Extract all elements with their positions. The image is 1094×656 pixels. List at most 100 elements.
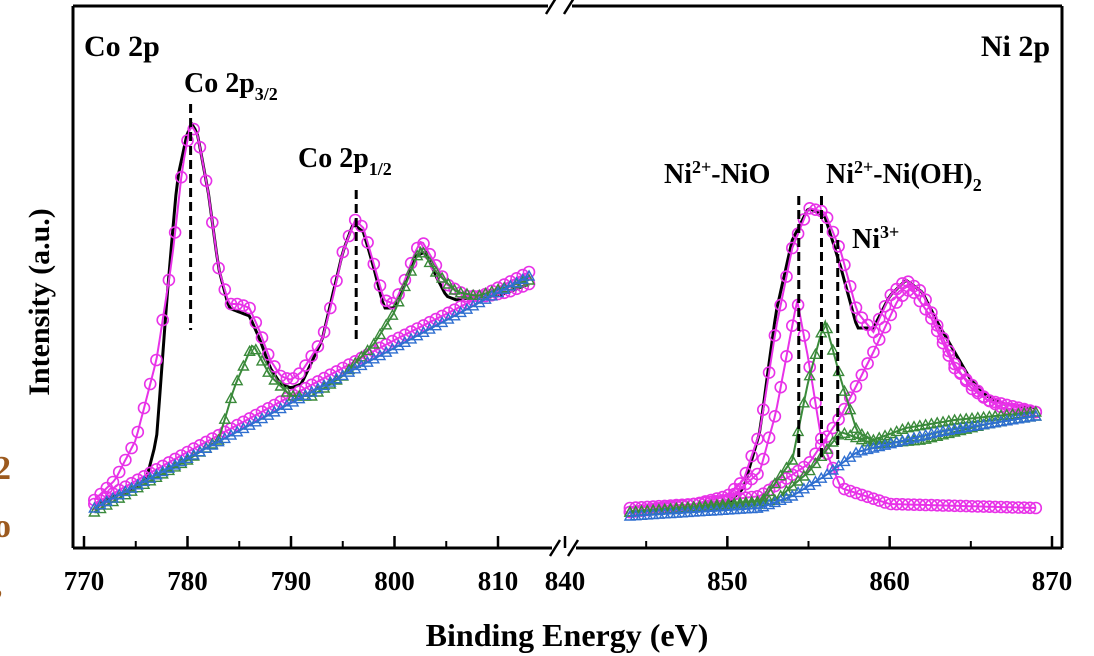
- data-point: [867, 492, 880, 506]
- annotation-layer: Co 2p3/2 Co 2p1/2 Ni2+-NiO Ni2+-Ni(OH)2 Ni3+: [184, 68, 982, 460]
- data-point: [861, 357, 874, 370]
- data-point: [460, 287, 474, 299]
- data-point: [280, 385, 294, 397]
- data-point: [168, 226, 182, 239]
- data-point: [849, 301, 863, 315]
- data-point: [448, 283, 461, 295]
- data-point: [762, 431, 776, 445]
- data-point: [249, 343, 262, 355]
- x-tick-label: 800: [374, 566, 415, 596]
- axis-break-bottom: [548, 539, 580, 557]
- data-point: [299, 359, 312, 372]
- data-point: [522, 265, 536, 279]
- data-point: [994, 397, 1008, 410]
- data-point: [780, 270, 793, 283]
- panel-title-ni: Ni 2p: [981, 30, 1050, 63]
- data-point: [855, 427, 869, 439]
- x-tick-label: 810: [478, 566, 519, 596]
- peak-label: Co 2p1/2: [298, 143, 392, 179]
- data-point: [844, 428, 857, 441]
- data-point: [832, 364, 845, 377]
- data-point: [797, 469, 811, 481]
- x-tick-labels: 770 780 790 800 810 840 850 860 870: [64, 566, 1073, 596]
- data-point: [162, 273, 176, 287]
- data-point: [206, 216, 219, 229]
- data-point: [855, 488, 869, 502]
- data-point: [212, 261, 225, 275]
- data-point: [803, 478, 816, 490]
- data-point: [361, 343, 374, 356]
- data-point: [878, 299, 892, 313]
- data-point: [423, 255, 436, 268]
- data-point: [797, 213, 811, 226]
- data-point: [826, 225, 840, 239]
- data-point: [274, 379, 287, 391]
- series-line: [93, 271, 530, 505]
- peak-label: Ni2+-NiO: [664, 157, 770, 190]
- data-point: [1029, 501, 1043, 515]
- data-point: [156, 313, 169, 327]
- data-point: [785, 241, 799, 255]
- data-point: [255, 354, 269, 366]
- data-point: [323, 301, 337, 315]
- data-point: [249, 316, 263, 329]
- series-layer: [88, 122, 1043, 521]
- data-point: [367, 337, 380, 349]
- data-point: [398, 279, 412, 292]
- data-point: [855, 368, 869, 382]
- data-point: [786, 453, 799, 465]
- data-point: [193, 140, 207, 154]
- data-point: [230, 374, 244, 386]
- data-point: [1029, 409, 1042, 421]
- data-point: [768, 477, 782, 489]
- data-point: [237, 359, 250, 371]
- data-point: [901, 284, 915, 297]
- data-point: [348, 356, 362, 368]
- data-point: [745, 449, 759, 463]
- data-point: [983, 394, 996, 407]
- data-point: [820, 442, 834, 454]
- data-point: [181, 134, 194, 147]
- data-point: [522, 269, 536, 281]
- data-point: [1023, 501, 1037, 515]
- data-point: [907, 286, 921, 300]
- data-point: [838, 426, 851, 438]
- data-point: [838, 258, 851, 272]
- data-point: [855, 433, 869, 445]
- data-point: [803, 202, 817, 215]
- series-line: [93, 122, 530, 506]
- data-point: [780, 349, 793, 363]
- data-point: [429, 265, 443, 277]
- x-tick-label: 850: [707, 566, 748, 596]
- data-point: [268, 360, 281, 373]
- data-point: [243, 301, 256, 315]
- data-point: [466, 288, 480, 300]
- data-point: [797, 329, 811, 342]
- data-point: [780, 461, 793, 473]
- data-point: [913, 294, 927, 308]
- data-point: [756, 452, 770, 466]
- x-tick-label: 790: [271, 566, 312, 596]
- data-point: [867, 345, 880, 359]
- data-point: [843, 279, 857, 293]
- data-point: [262, 365, 275, 377]
- data-point: [150, 353, 163, 367]
- x-ticks: [82, 536, 1054, 548]
- data-point: [379, 294, 393, 308]
- data-point: [404, 264, 418, 276]
- data-point: [872, 312, 886, 326]
- data-point: [373, 279, 387, 292]
- data-point: [112, 465, 126, 479]
- data-point: [224, 297, 238, 311]
- data-point: [803, 369, 816, 381]
- data-point: [237, 299, 250, 312]
- data-point: [838, 384, 851, 396]
- data-point: [878, 320, 892, 334]
- data-point: [336, 245, 350, 259]
- peak-label: Co 2p3/2: [184, 68, 278, 104]
- peak-label: Ni2+-Ni(OH)2: [826, 157, 982, 195]
- data-point: [815, 449, 828, 461]
- data-point: [131, 425, 145, 439]
- series-0-3: [88, 245, 536, 517]
- data-point: [380, 318, 393, 330]
